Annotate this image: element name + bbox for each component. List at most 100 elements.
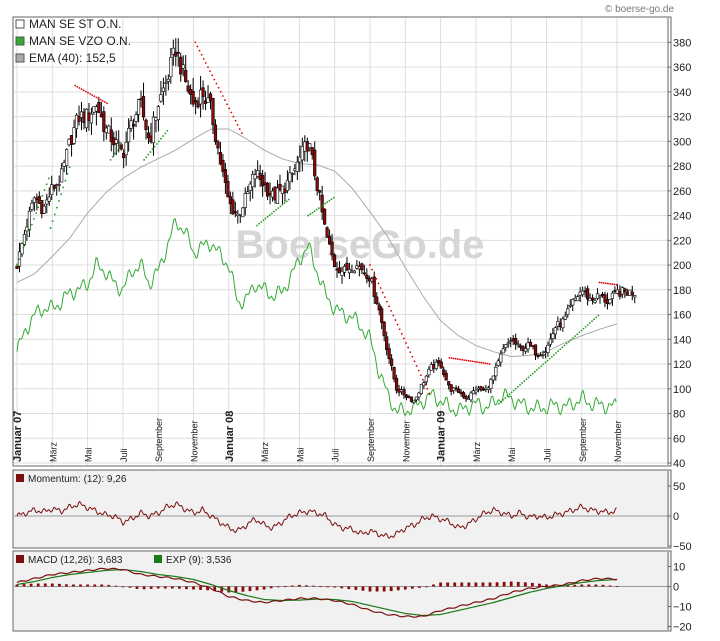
sar-dot-red — [415, 365, 418, 367]
sar-dot-green — [164, 132, 167, 135]
sar-dot-red — [375, 277, 378, 280]
legend-exp-label: EXP (9): 3,536 — [166, 555, 232, 566]
candle-body — [315, 177, 319, 191]
macd-histogram-bar — [15, 584, 19, 587]
sar-dot-green — [542, 363, 545, 366]
price-x-tick-label: Januar 07 — [12, 411, 24, 462]
sar-dot-green — [510, 391, 513, 394]
sar-dot-red — [613, 283, 616, 286]
sar-dot-green — [51, 220, 54, 223]
candle-body — [365, 274, 369, 279]
sar-dot-red — [467, 359, 470, 362]
macd-histogram-bar — [248, 586, 252, 592]
candle-body — [15, 265, 19, 269]
sar-dot-red — [402, 337, 405, 340]
candle-body — [380, 308, 384, 323]
macd-histogram-bar — [587, 584, 591, 587]
macd-histogram-bar — [121, 586, 125, 588]
sar-dot-green — [273, 210, 275, 213]
candle-body — [514, 338, 518, 345]
sar-dot-green — [569, 338, 572, 341]
macd-histogram-bar — [333, 586, 337, 588]
sar-dot-green — [62, 186, 65, 189]
macd-histogram-bar — [509, 581, 513, 587]
sar-dot-green — [529, 374, 532, 377]
candle-body — [196, 101, 200, 108]
sar-dot-red — [74, 84, 77, 87]
candle-body — [323, 208, 327, 225]
candle-body — [216, 141, 220, 149]
candle-body — [394, 377, 399, 391]
macd-histogram-bar — [495, 582, 499, 587]
candle-body — [623, 288, 627, 292]
price-y-axis: 40 60 80 100 120 140 160 180 200 220 240 260 280 300 3… — [667, 18, 691, 470]
macd-histogram-bar — [185, 586, 188, 590]
candle-body — [174, 51, 178, 57]
macd-histogram-bar — [213, 586, 217, 591]
candle-body — [337, 267, 342, 274]
macd-histogram-bar — [206, 586, 210, 591]
candle-body — [593, 300, 597, 303]
sar-dot-red — [76, 85, 79, 88]
sar-dot-green — [120, 143, 123, 145]
candle-body — [474, 389, 478, 393]
candle-body — [452, 387, 456, 391]
candle-body — [141, 96, 146, 118]
sar-dot-green — [16, 264, 18, 266]
sar-dot-red — [398, 328, 401, 331]
macd-histogram-bar — [57, 583, 61, 587]
sar-dot-red — [213, 78, 216, 81]
price-x-tick-label: Januar 09 — [436, 411, 448, 462]
price-x-tick-label: März — [472, 442, 482, 462]
candle-body — [385, 336, 389, 351]
candle-body — [134, 114, 138, 122]
sar-dot-red — [602, 282, 605, 284]
candle-body — [233, 211, 237, 214]
sar-dot-green — [287, 198, 290, 201]
candle-body — [352, 270, 357, 274]
sar-dot-red — [482, 362, 485, 364]
candle-body — [201, 87, 205, 97]
sar-dot-green — [118, 146, 120, 149]
candle-body — [223, 169, 227, 183]
candle-body — [387, 348, 391, 360]
macd-histogram-bar — [283, 586, 287, 587]
candle-body — [551, 333, 555, 339]
macd-histogram-bar — [530, 582, 534, 587]
sar-dot-red — [411, 355, 414, 358]
sar-dot-green — [580, 329, 583, 332]
sar-dot-red — [480, 361, 483, 364]
sar-dot-red — [394, 319, 397, 321]
macd-histogram-bar — [354, 586, 358, 590]
sar-dot-green — [584, 325, 587, 328]
price-x-axis: Januar 07 März Mai Juli September November Jan… — [12, 411, 623, 462]
candle-body — [362, 272, 366, 275]
macd-histogram-bar — [114, 585, 118, 587]
macd-plot — [15, 567, 619, 618]
candle-body — [308, 143, 312, 149]
candle-body — [409, 396, 414, 402]
sar-dot-green — [66, 173, 69, 175]
candle-body — [464, 395, 468, 400]
sar-dot-green — [256, 224, 258, 227]
legend-st-label: MAN SE ST O.N. — [29, 17, 121, 31]
sar-dot-green — [322, 204, 324, 207]
macd-histogram-bar — [86, 584, 89, 587]
sar-dot-red — [369, 264, 371, 266]
candle-body — [427, 369, 431, 376]
candle-body — [122, 152, 126, 159]
sar-dot-red — [224, 99, 226, 102]
macd-histogram-bar — [135, 586, 139, 589]
macd-y-tick-label: 10 — [673, 562, 685, 574]
candle-body — [541, 354, 545, 356]
sar-dot-green — [41, 194, 44, 197]
sar-dot-green — [262, 219, 265, 222]
macd-histogram-bar — [43, 583, 47, 587]
candle-body — [546, 344, 550, 353]
macd-histogram-bar — [425, 586, 428, 588]
candle-body — [132, 123, 136, 127]
macd-histogram-bar — [467, 582, 471, 587]
macd-histogram-bar — [418, 586, 421, 588]
macd-histogram-bar — [432, 584, 435, 587]
macd-histogram-bar — [305, 585, 308, 587]
